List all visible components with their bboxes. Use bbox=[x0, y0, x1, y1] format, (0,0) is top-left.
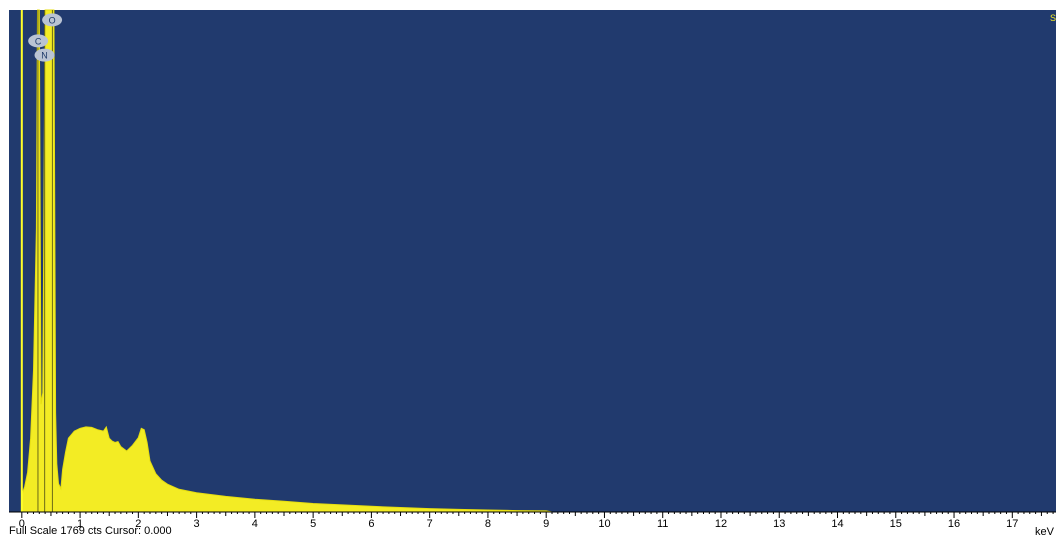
x-tick-label: 6 bbox=[368, 518, 374, 530]
x-tick-label: 0 bbox=[19, 518, 25, 530]
status-bar: Full Scale 1769 cts Cursor: 0.000 bbox=[9, 525, 172, 537]
x-axis-unit-label: keV bbox=[1035, 526, 1055, 538]
peak-label-n[interactable]: N bbox=[34, 48, 55, 62]
cursor-readout: Cursor: 0.000 bbox=[105, 525, 172, 537]
x-tick-label: 3 bbox=[194, 518, 200, 530]
x-tick-label: 14 bbox=[831, 518, 843, 530]
x-tick-label: 11 bbox=[657, 518, 668, 530]
corner-element-label: S bbox=[1050, 13, 1056, 23]
peak-label-badge bbox=[34, 48, 55, 62]
peak-labels: O CN bbox=[28, 13, 63, 62]
x-tick-label: 16 bbox=[948, 518, 960, 530]
x-tick-label: 13 bbox=[773, 518, 785, 530]
peak-label-text: N bbox=[41, 51, 48, 61]
x-tick-label: 7 bbox=[427, 518, 433, 530]
peak-label-c[interactable]: C bbox=[28, 34, 49, 48]
x-tick-label: 1 bbox=[77, 518, 83, 530]
peak-label-o[interactable]: O bbox=[42, 13, 63, 27]
x-tick-label: 10 bbox=[598, 518, 610, 530]
x-tick-label: 4 bbox=[252, 518, 258, 530]
x-tick-label: 15 bbox=[890, 518, 902, 530]
peak-label-badge bbox=[42, 13, 63, 27]
x-tick-label: 17 bbox=[1006, 518, 1018, 530]
peak-label-text: C bbox=[35, 36, 42, 46]
full-scale-readout: Full Scale 1769 cts bbox=[9, 525, 102, 537]
x-tick-label: 8 bbox=[485, 518, 491, 530]
peak-label-text: O bbox=[49, 15, 56, 25]
element-marker-lines bbox=[20, 10, 53, 512]
x-tick-label: 9 bbox=[543, 518, 549, 530]
x-tick-label: 12 bbox=[715, 518, 727, 530]
plot-area[interactable] bbox=[9, 10, 1056, 512]
peak-label-badge bbox=[28, 34, 49, 48]
x-axis-ticks: 0 1 2 3 4 5 6 7 8 9 10 11 12 13 14 15 16 17 bbox=[19, 512, 1054, 530]
x-tick-label: 5 bbox=[310, 518, 316, 530]
x-tick-label: 2 bbox=[135, 518, 141, 530]
